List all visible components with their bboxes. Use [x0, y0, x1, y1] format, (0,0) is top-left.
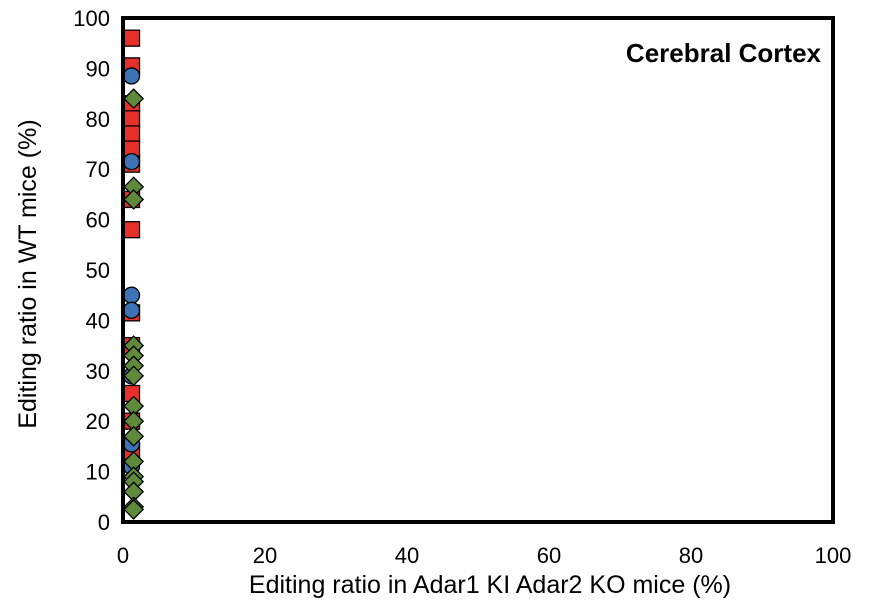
- x-tick-label: 60: [537, 543, 561, 568]
- x-tick-label: 20: [253, 543, 277, 568]
- y-tick-label: 80: [86, 107, 110, 132]
- x-tick-label: 0: [117, 543, 129, 568]
- y-tick-label: 70: [86, 157, 110, 182]
- y-axis-ticks: 0 10 20 30 40 50 60 70 80 90 100: [73, 6, 110, 535]
- y-tick-label: 40: [86, 308, 110, 333]
- y-tick-label: 100: [73, 6, 110, 31]
- y-tick-label: 30: [86, 359, 110, 384]
- x-axis-ticks: 0 20 40 60 80 100: [117, 543, 851, 568]
- y-tick-label: 20: [86, 409, 110, 434]
- data-point-square: [122, 29, 141, 47]
- data-point-square: [122, 110, 141, 128]
- x-tick-label: 100: [815, 543, 852, 568]
- data-point-square: [122, 221, 141, 239]
- data-point-circle: [122, 301, 141, 319]
- data-point-diamond: [123, 365, 145, 387]
- y-tick-label: 60: [86, 208, 110, 233]
- data-points: [122, 29, 145, 520]
- x-tick-label: 80: [679, 543, 703, 568]
- chart-title: Cerebral Cortex: [626, 38, 822, 68]
- y-tick-label: 90: [86, 56, 110, 81]
- data-point-circle: [122, 286, 141, 304]
- y-tick-label: 0: [98, 510, 110, 535]
- data-point-diamond: [123, 88, 145, 110]
- y-tick-label: 50: [86, 258, 110, 283]
- data-point-diamond: [123, 189, 145, 210]
- data-point-circle: [122, 67, 141, 85]
- data-point-diamond: [123, 425, 145, 447]
- y-axis-title: Editing ratio in WT mice (%): [14, 119, 42, 428]
- y-tick-label: 10: [86, 460, 110, 485]
- x-axis-title: Editing ratio in Adar1 KI Adar2 KO mice …: [249, 571, 731, 599]
- x-tick-label: 40: [395, 543, 419, 568]
- data-point-diamond: [123, 498, 145, 520]
- data-point-circle: [122, 152, 141, 171]
- plot-area-border: [121, 16, 835, 524]
- data-point-square: [122, 125, 141, 143]
